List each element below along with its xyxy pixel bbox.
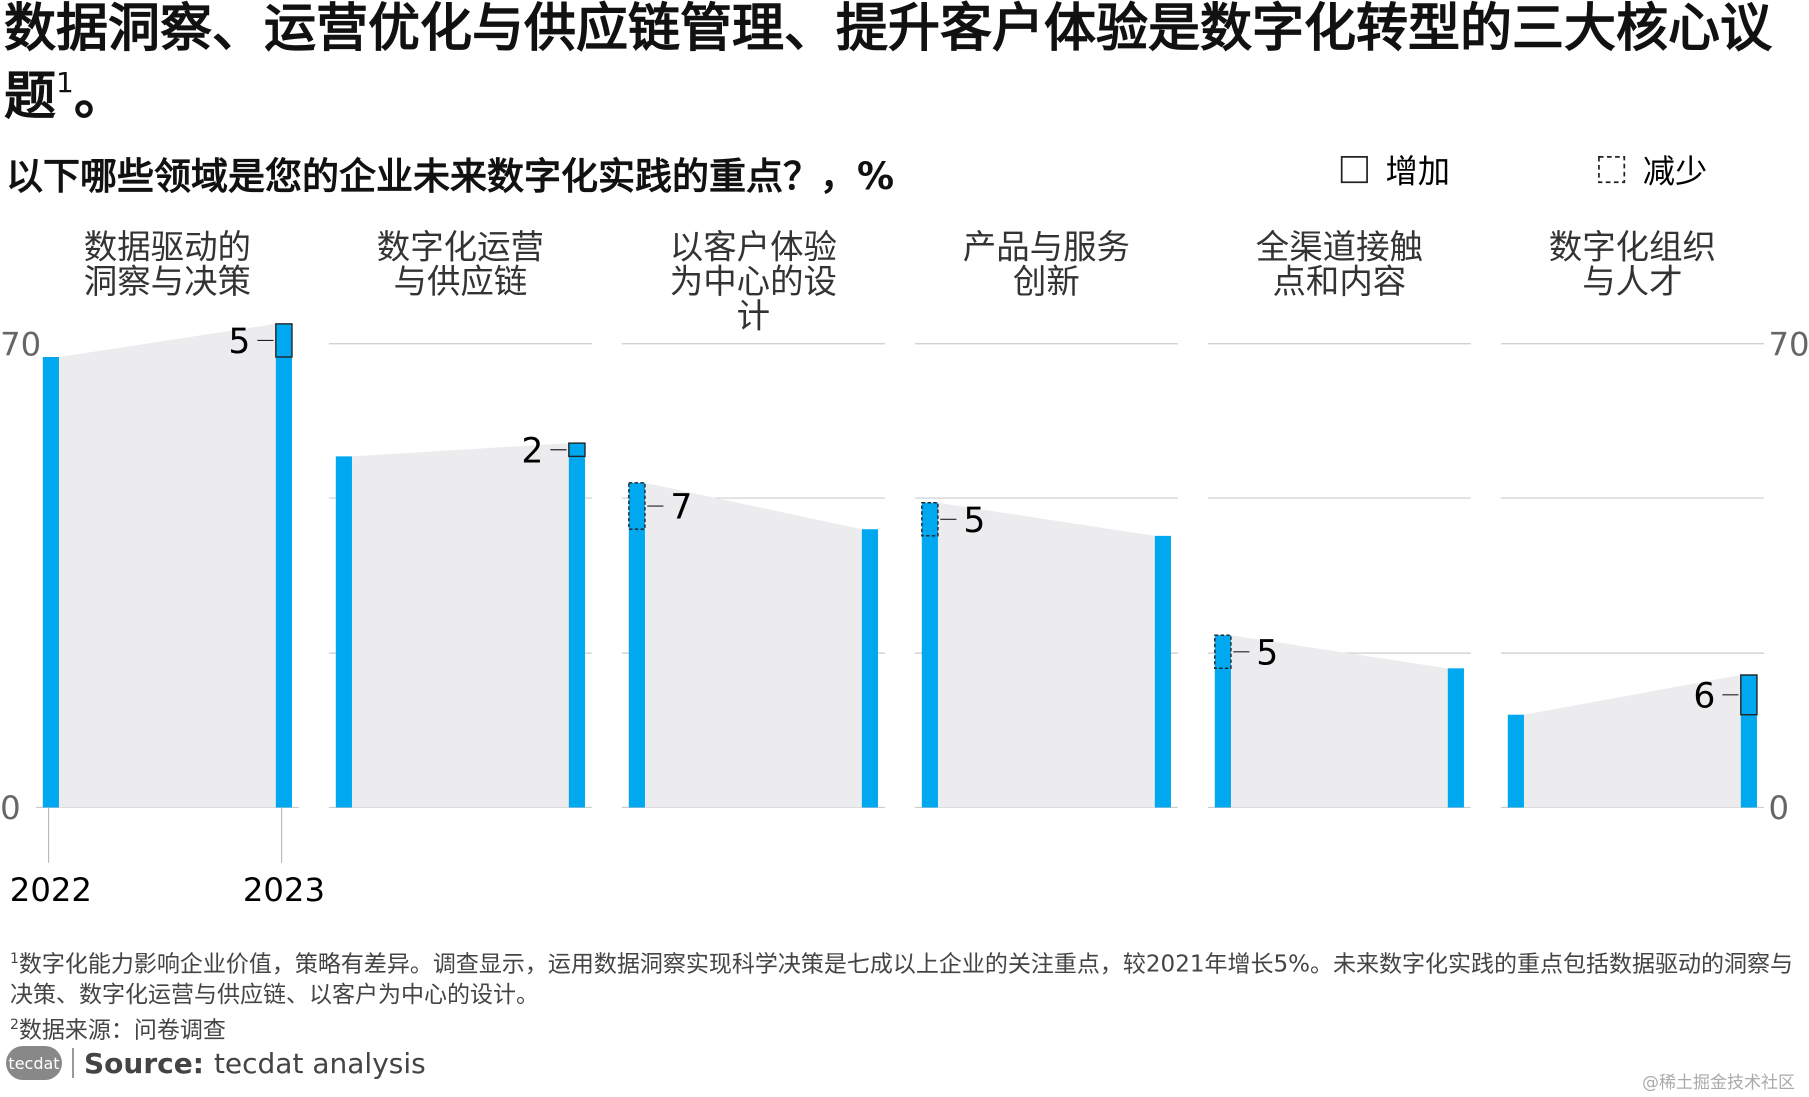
change-label: 2 xyxy=(521,431,543,471)
panel-title: 产品与服务创新 xyxy=(963,227,1130,301)
change-label: 5 xyxy=(228,322,250,362)
title-block: 数据洞察、运营优化与供应链管理、提升客户体验是数字化转型的三大核心议题1。 xyxy=(4,2,1809,124)
footnote-mark: 1 xyxy=(10,951,19,967)
logo: tecdat xyxy=(6,1046,62,1080)
y-tick-label: 0 xyxy=(1768,789,1789,827)
slope-area xyxy=(644,482,862,808)
source-divider xyxy=(72,1048,74,1078)
legend-label: 增加 xyxy=(1386,152,1451,190)
change-box xyxy=(568,442,586,458)
title-end: 。 xyxy=(73,67,126,127)
change-box xyxy=(275,323,293,358)
change-label: 5 xyxy=(963,501,985,541)
panel-title: 数据驱动的洞察与决策 xyxy=(84,227,251,301)
legend-label: 减少 xyxy=(1643,152,1708,190)
change-label: 7 xyxy=(670,488,692,528)
change-label: 5 xyxy=(1256,633,1278,673)
slope-area xyxy=(351,443,569,808)
title-note-mark: 1 xyxy=(56,66,74,99)
bar xyxy=(1740,674,1757,808)
slope-area xyxy=(1230,635,1448,808)
source-text: tecdat analysis xyxy=(213,1046,426,1080)
bar xyxy=(1447,668,1464,808)
bar xyxy=(1507,714,1524,808)
change-box xyxy=(921,502,939,537)
panel-title: 全渠道接触点和内容 xyxy=(1256,227,1423,301)
y-tick-label: 70 xyxy=(0,325,41,363)
slope-area xyxy=(1523,674,1741,808)
source: tecdat Source: tecdat analysis xyxy=(6,1046,426,1080)
bar xyxy=(568,443,585,808)
bar xyxy=(861,529,878,808)
x-tick-label: 2022 xyxy=(10,871,92,909)
legend-swatch xyxy=(1340,156,1368,184)
footnote-text: 数字化能力影响企业价值，策略有差异。调查显示，运用数据洞察实现科学决策是七成以上… xyxy=(10,951,1793,1008)
change-box xyxy=(1214,634,1232,670)
watermark: @稀土掘金技术社区 xyxy=(1642,1073,1795,1093)
y-tick-label: 0 xyxy=(0,789,21,827)
bar xyxy=(335,456,352,808)
bar xyxy=(1214,635,1231,808)
slope-area xyxy=(58,323,276,808)
legend-swatch xyxy=(1598,156,1626,184)
panel-title: 数字化组织与人才 xyxy=(1549,227,1716,301)
change-label: 6 xyxy=(1693,677,1715,717)
footnotes: 1数字化能力影响企业价值，策略有差异。调查显示，运用数据洞察实现科学决策是七成以… xyxy=(10,944,1800,1045)
footnote: 2数据来源：问卷调查 xyxy=(10,1010,1800,1046)
footnote-mark: 2 xyxy=(10,1016,19,1033)
bar xyxy=(628,482,645,808)
panel-title: 以客户体验为中心的设计 xyxy=(670,227,837,335)
x-tick-label: 2023 xyxy=(243,871,325,909)
y-tick-label: 70 xyxy=(1768,325,1809,363)
footnote-text: 数据来源：问卷调查 xyxy=(18,1017,226,1044)
source-label: Source: xyxy=(84,1046,204,1080)
chart-title: 数据洞察、运营优化与供应链管理、提升客户体验是数字化转型的三大核心议题 xyxy=(4,0,1773,127)
footnote: 1数字化能力影响企业价值，策略有差异。调查显示，运用数据洞察实现科学决策是七成以… xyxy=(10,944,1800,1010)
bar xyxy=(42,356,59,808)
chart-subtitle: 以下哪些领域是您的企业未来数字化实践的重点？，% xyxy=(6,155,895,198)
bar xyxy=(1154,535,1171,808)
bar xyxy=(275,323,292,808)
change-box xyxy=(628,482,646,530)
panel-title: 数字化运营与供应链 xyxy=(377,227,544,301)
slope-area xyxy=(937,502,1155,808)
bar xyxy=(921,502,938,808)
change-box xyxy=(1740,674,1758,716)
